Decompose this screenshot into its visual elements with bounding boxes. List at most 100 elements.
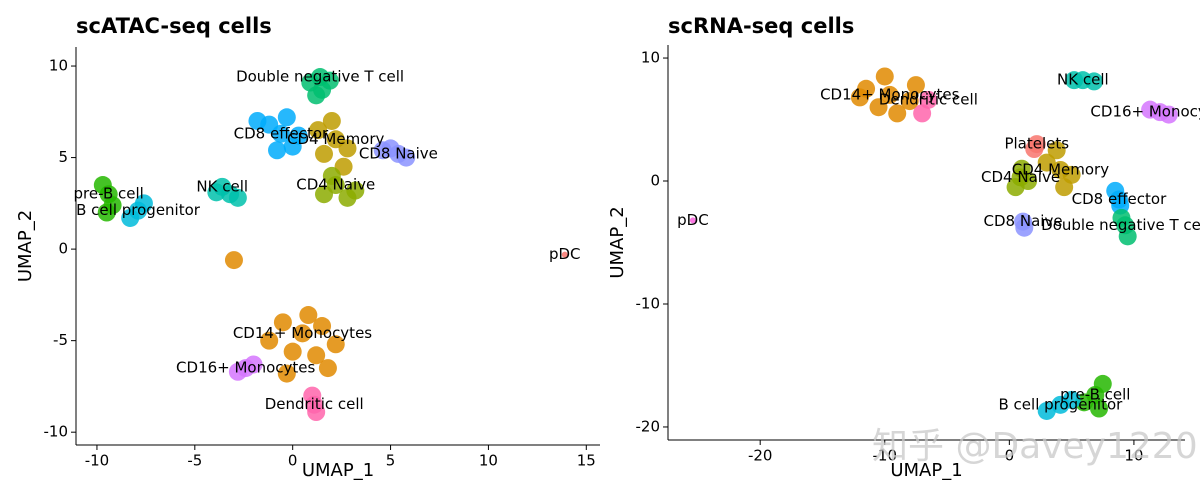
cell-cluster-point	[299, 306, 318, 325]
cell-cluster-point	[1037, 401, 1056, 420]
watermark: 知乎 @Davey1220	[872, 426, 1198, 467]
x-tick-label: -20	[748, 447, 773, 465]
x-tick-label: -10	[85, 452, 110, 470]
cluster-label: CD4 Naive	[296, 176, 375, 194]
cell-cluster-point	[289, 126, 308, 145]
x-tick-label: 15	[577, 452, 596, 470]
cell-cluster-point	[1065, 71, 1084, 90]
cell-cluster-point	[315, 144, 334, 163]
cell-cluster-point	[1012, 159, 1031, 178]
cell-cluster-point	[307, 346, 326, 365]
cell-cluster-point	[228, 188, 247, 207]
cell-cluster-point	[313, 317, 332, 336]
y-tick-label: 10	[641, 49, 660, 67]
y-tick-label: 0	[58, 240, 68, 258]
cell-cluster-point	[689, 217, 696, 224]
cell-cluster-point	[913, 104, 932, 123]
cell-cluster-point	[1055, 178, 1074, 197]
cluster-label: pDC	[677, 211, 709, 229]
cell-cluster-point	[1106, 181, 1125, 200]
cluster-label: Double negative T cell	[236, 68, 404, 86]
cluster-label: CD8 effector	[234, 124, 329, 142]
cell-cluster-point	[1062, 390, 1081, 409]
cell-cluster-point	[322, 111, 341, 130]
chart-title: scRNA-seq cells	[668, 14, 854, 38]
x-tick-label: 10	[1124, 447, 1143, 465]
cell-cluster-point	[309, 121, 328, 140]
cell-cluster-point	[900, 92, 919, 111]
cluster-label: Dendritic cell	[879, 90, 978, 108]
cell-cluster-point	[1090, 399, 1109, 418]
cluster-label: CD16+ Monocytes	[176, 359, 315, 377]
cluster-label: pre-B cell	[1060, 385, 1130, 403]
chart-title: scATAC-seq cells	[76, 14, 272, 38]
cell-cluster-point	[850, 88, 869, 107]
cell-cluster-point	[1037, 153, 1056, 172]
cell-cluster-point	[397, 148, 416, 167]
cell-cluster-point	[315, 185, 334, 204]
cell-cluster-point	[322, 166, 341, 185]
cell-cluster-point	[561, 251, 568, 258]
cluster-label: CD8 Naive	[359, 144, 438, 162]
cell-cluster-point	[1015, 218, 1034, 237]
cluster-label: CD4 Naive	[981, 168, 1060, 186]
y-tick-label: -20	[636, 417, 661, 435]
y-tick-label: -10	[636, 294, 661, 312]
cluster-label: CD14+ Monocytes	[820, 85, 959, 103]
cell-cluster-point	[1112, 208, 1131, 227]
cell-cluster-point	[273, 313, 292, 332]
cell-cluster-point	[869, 98, 888, 117]
cluster-label: Dendritic cell	[265, 395, 364, 413]
cell-cluster-point	[97, 203, 116, 222]
cell-cluster-point	[906, 76, 925, 95]
cell-cluster-point	[228, 362, 247, 381]
cell-cluster-point	[346, 181, 365, 200]
cell-cluster-point	[121, 208, 140, 227]
cell-cluster-point	[307, 403, 326, 422]
cell-cluster-point	[1141, 100, 1160, 119]
cell-cluster-point	[303, 386, 322, 405]
cell-cluster-point	[1085, 72, 1104, 91]
y-tick-label: 5	[58, 148, 68, 166]
cell-cluster-point	[283, 342, 302, 361]
cluster-label: CD4 Memory	[287, 130, 384, 148]
y-tick-label: 0	[650, 172, 660, 190]
cell-cluster-point	[888, 104, 907, 123]
cell-cluster-point	[338, 139, 357, 158]
plot: scRNA-seq cells -20 -10 0 10 -20 -10 0 10 UMAP_1 U…	[607, 14, 1200, 481]
cell-cluster-point	[307, 86, 326, 105]
cluster-label: B cell progenitor	[76, 201, 201, 219]
cell-cluster-point	[277, 108, 296, 127]
cluster-label: Double negative T cell	[1041, 216, 1200, 234]
y-axis-label: UMAP_2	[15, 210, 36, 282]
plot: scATAC-seq cells -10 -5 0 5 10 15 -10 -5 0 5 10 UMAP…	[15, 14, 600, 481]
y-tick-label: 10	[49, 57, 68, 75]
x-tick-label: -10	[873, 447, 898, 465]
cell-cluster-point	[1025, 140, 1044, 159]
cluster-label: NK cell	[196, 177, 248, 195]
cell-cluster-point	[875, 67, 894, 86]
x-tick-label: 10	[479, 452, 498, 470]
cell-cluster-point	[260, 331, 279, 350]
cell-cluster-point	[93, 176, 112, 195]
cell-cluster-point	[134, 194, 153, 213]
cell-cluster-point	[248, 111, 267, 130]
cell-cluster-point	[1159, 105, 1178, 124]
cell-cluster-point	[244, 355, 263, 374]
x-axis-label: UMAP_1	[890, 460, 962, 481]
x-tick-label: -5	[187, 452, 202, 470]
cluster-label: pDC	[549, 245, 581, 263]
cell-cluster-point	[268, 141, 287, 160]
cell-cluster-point	[919, 90, 938, 109]
cell-cluster-point	[373, 141, 392, 160]
cluster-label: CD4 Memory	[1012, 160, 1109, 178]
cluster-label: B cell progenitor	[999, 395, 1124, 413]
x-tick-label: 0	[1005, 447, 1015, 465]
y-tick-label: -5	[53, 331, 68, 349]
cell-cluster-point	[1093, 374, 1112, 393]
cluster-label: CD16+ Monocytes	[1090, 103, 1200, 121]
cluster-label: Platelets	[1004, 135, 1069, 153]
cell-cluster-point	[293, 324, 312, 343]
cell-cluster-point	[318, 359, 337, 378]
